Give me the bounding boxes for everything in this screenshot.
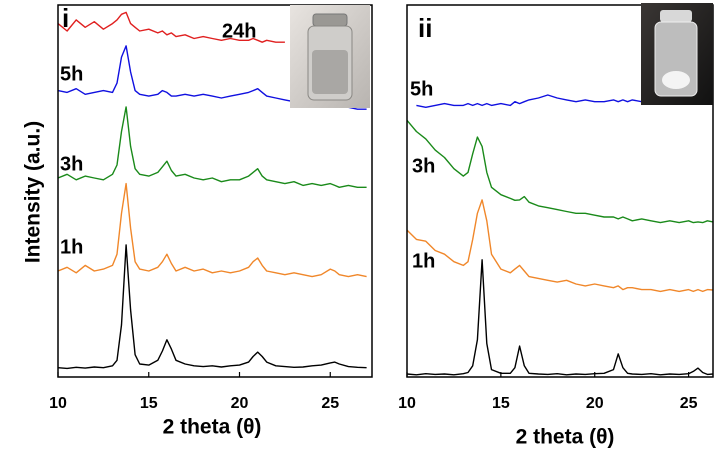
series-label: 1h xyxy=(412,250,435,272)
trace xyxy=(57,106,367,188)
x-axis-label: 2 theta (θ) xyxy=(516,426,615,449)
plot-frame xyxy=(406,4,714,378)
series-label: 24h xyxy=(222,20,256,42)
series-label: 1h xyxy=(60,236,83,258)
panel-label: i xyxy=(62,3,69,33)
x-tick-label: 25 xyxy=(680,395,698,412)
series-label: 3h xyxy=(60,153,83,175)
inset-photo xyxy=(290,5,370,108)
trace xyxy=(406,199,714,293)
trace xyxy=(57,244,367,370)
series-label: 3h xyxy=(412,155,435,177)
x-tick-label: 15 xyxy=(492,395,510,412)
x-axis-label: 2 theta (θ) xyxy=(163,416,262,439)
series-label: 5h xyxy=(60,63,83,85)
x-tick-label: 20 xyxy=(586,395,604,412)
x-tick-label: 20 xyxy=(231,395,249,412)
trace xyxy=(57,11,285,43)
x-tick-label: 15 xyxy=(140,395,158,412)
trace xyxy=(406,119,714,224)
plot-frame xyxy=(57,4,373,378)
plots: 1h 3h 5h 24h 10 15 20 25 2 theta (θ) i Intensity (… xyxy=(22,3,714,449)
x-tick-label: 10 xyxy=(398,395,416,412)
y-axis-label: Intensity (a.u.) xyxy=(22,121,45,263)
x-tick-label: 25 xyxy=(321,395,339,412)
trace xyxy=(416,94,642,108)
trace xyxy=(406,259,714,376)
inset-photo xyxy=(641,3,713,105)
x-tick-label: 10 xyxy=(49,395,67,412)
series-label: 5h xyxy=(410,78,433,100)
panel-label: ii xyxy=(418,13,432,43)
trace xyxy=(57,182,367,278)
